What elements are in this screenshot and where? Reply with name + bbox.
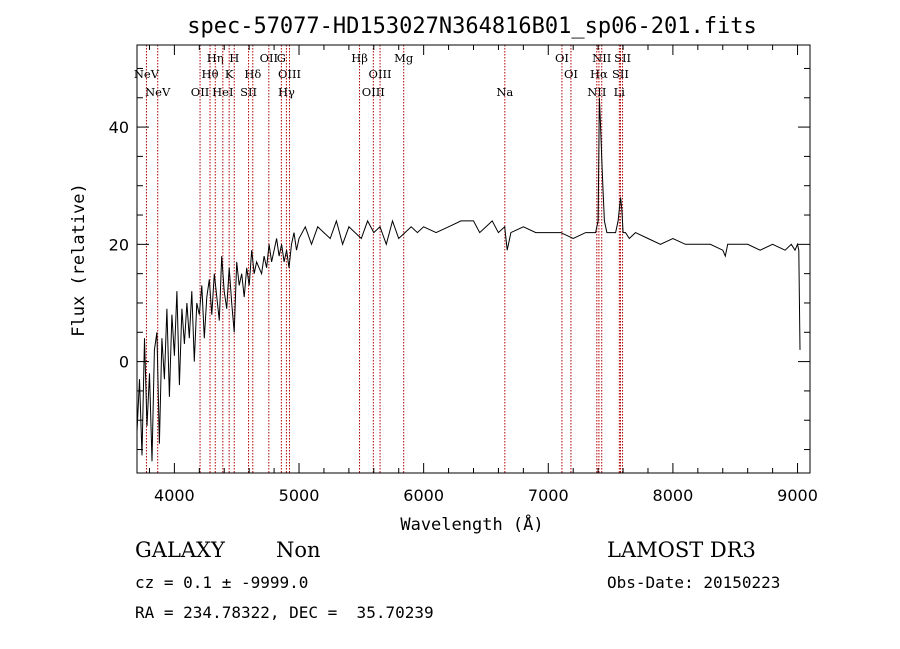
spectrum-line (136, 97, 801, 462)
plot-frame (136, 44, 811, 474)
coordinates-readout: RA = 234.78322, DEC = 35.70239 (135, 603, 434, 622)
emission-line-label: NII (592, 51, 611, 65)
emission-line-label: Hγ (278, 85, 295, 99)
emission-line-label: Hβ (351, 51, 368, 65)
emission-line-label: OII (260, 51, 279, 65)
x-tick-label: 6000 (403, 486, 444, 505)
emission-line-label: SII (612, 67, 629, 81)
emission-line-label: Hδ (244, 67, 261, 81)
y-tick-label: 20 (109, 235, 129, 254)
x-tick-label: 7000 (528, 486, 569, 505)
emission-line-label: NeV (134, 67, 160, 81)
object-subclass: Non (276, 538, 321, 562)
emission-line-label: Li (614, 85, 626, 99)
object-class: GALAXY (135, 538, 225, 562)
emission-line-label: SII (614, 51, 631, 65)
emission-line-label: Mg (394, 51, 414, 65)
emission-line-label: H (229, 51, 239, 65)
observation-date: Obs-Date: 20150223 (607, 573, 781, 592)
emission-line-label: OIII (369, 67, 392, 81)
x-axis-label: Wavelength (Å) (400, 513, 543, 535)
emission-line-label: NeV (145, 85, 171, 99)
x-tick-label: 4000 (154, 486, 195, 505)
emission-line-label: OII (191, 85, 210, 99)
emission-line-label: Hα (590, 67, 608, 81)
y-tick-label: 40 (109, 118, 129, 137)
emission-line-label: Hη (207, 51, 224, 65)
emission-line-label: OIII (278, 67, 301, 81)
emission-line-label: OI (564, 67, 578, 81)
survey-name: LAMOST DR3 (607, 538, 756, 562)
emission-line-label: Hθ (202, 67, 219, 81)
x-tick-label: 5000 (279, 486, 320, 505)
redshift-readout: cz = 0.1 ± -9999.0 (135, 573, 309, 592)
y-tick-label: 0 (119, 353, 129, 372)
emission-line-label: G (277, 51, 286, 65)
x-tick-label: 8000 (653, 486, 694, 505)
emission-line-label: Na (496, 85, 513, 99)
chart-title: spec-57077-HD153027N364816B01_sp06-201.f… (187, 14, 757, 39)
spectrum-series (136, 97, 801, 462)
emission-line-label: OI (555, 51, 569, 65)
y-axis-label: Flux (relative) (69, 183, 89, 337)
emission-line-label: SII (240, 85, 257, 99)
emission-line-label: K (225, 67, 234, 81)
emission-line-label: NII (587, 85, 606, 99)
emission-line-label: HeI (212, 85, 233, 99)
axis-ticks: 4000 5000 6000 7000 8000 9000 0 20 40 (109, 45, 818, 505)
x-tick-label: 9000 (777, 486, 818, 505)
emission-line-label: OIII (362, 85, 385, 99)
